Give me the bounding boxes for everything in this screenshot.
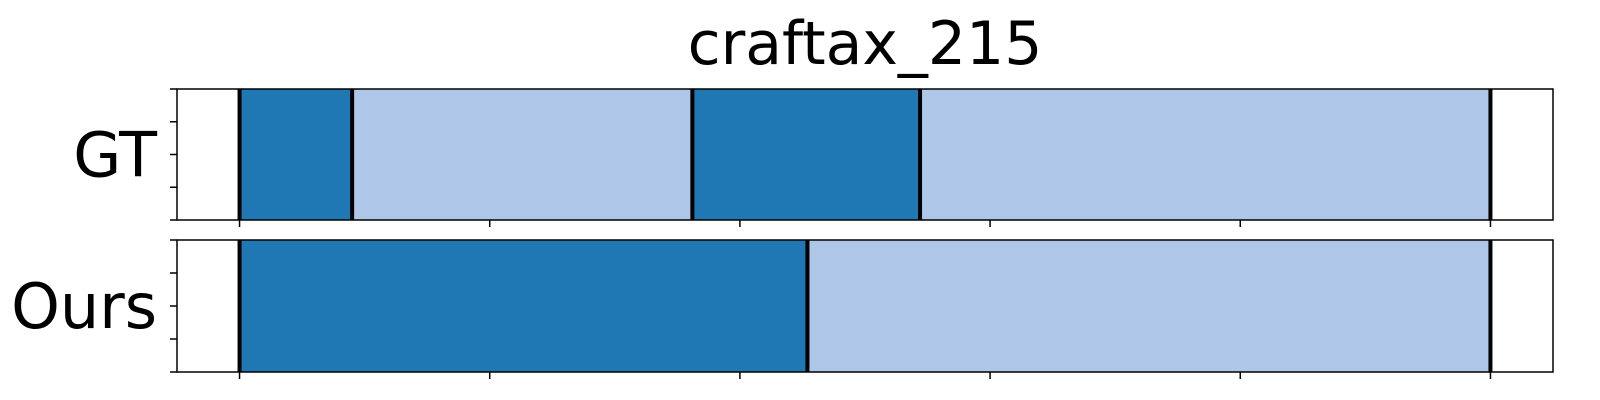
segment-ours-0: [239, 240, 808, 372]
row-label-ours: Ours: [11, 270, 157, 343]
segment-gt-2: [692, 89, 921, 220]
panels: GT Ours: [11, 88, 1554, 379]
segment-ours-1: [807, 240, 1491, 372]
segment-gt-3: [920, 89, 1491, 220]
segment-gt-1: [352, 89, 693, 220]
segment-gt-0: [239, 89, 353, 220]
row-label-gt: GT: [73, 119, 158, 192]
chart-title: craftax_215: [688, 9, 1043, 79]
